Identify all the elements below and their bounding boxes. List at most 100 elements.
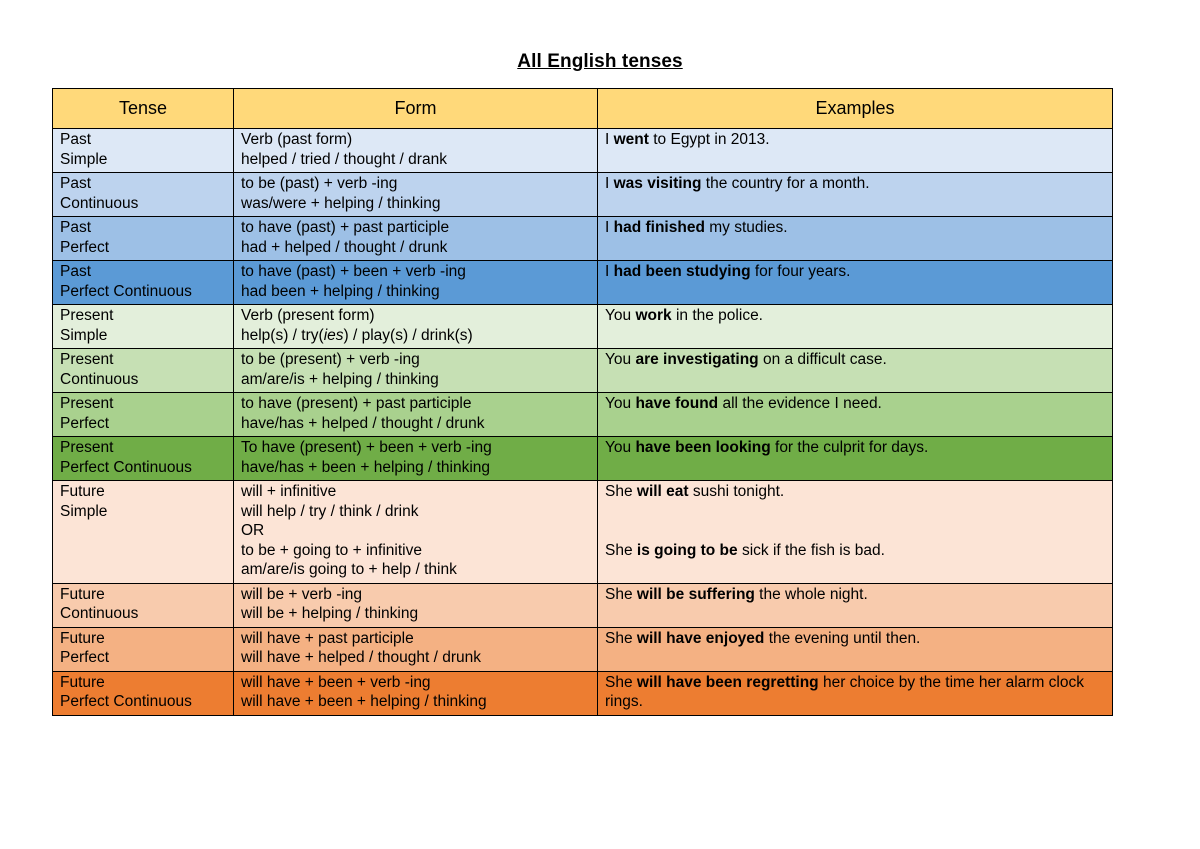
example-sentence: She will be suffering the whole night. bbox=[605, 585, 868, 603]
example-sentence: You are investigating on a difficult cas… bbox=[605, 351, 887, 368]
table-row: Future Continuous will be + verb -ing will … bbox=[52, 582, 1113, 628]
table-row: Present Perfect Continuous To have (presen… bbox=[52, 436, 1113, 481]
example-sentence: She will eat sushi tonight. bbox=[605, 483, 785, 500]
table-body: Past Simple Verb (past form) helped / tried… bbox=[52, 128, 1113, 716]
table-row: Future Perfect will have + past participle… bbox=[52, 626, 1113, 672]
tense-name: Future bbox=[60, 629, 105, 647]
table-header-row: Tense Form Examples bbox=[52, 88, 1113, 129]
table-row: Present Simple Verb (present form) help(s) … bbox=[52, 304, 1113, 349]
tense-name: Future bbox=[60, 673, 105, 691]
form-cell: will have + past participle will have + h… bbox=[233, 626, 598, 672]
tense-name: Perfect bbox=[60, 238, 110, 256]
form-line: Verb (present form) bbox=[241, 307, 375, 324]
table-row: Past Perfect to have (past) + past partici… bbox=[52, 216, 1113, 261]
tense-cell: Future Continuous bbox=[52, 582, 234, 628]
form-line: will + infinitive bbox=[241, 483, 337, 500]
tense-name: Continuous bbox=[60, 194, 139, 212]
example-sentence: You have found all the evidence I need. bbox=[605, 395, 882, 412]
example-cell: I was visiting the country for a month. bbox=[597, 172, 1113, 217]
form-cell: will + infinitive will help / try / think… bbox=[233, 480, 598, 584]
form-line: will have + helped / thought / drunk bbox=[241, 649, 481, 666]
table-row: Future Simple will + infinitive will help /… bbox=[52, 480, 1113, 584]
form-line: help(s) / try(ies) / play(s) / drink(s) bbox=[241, 326, 473, 344]
form-line: helped / tried / thought / drank bbox=[241, 150, 447, 168]
tense-name: Perfect Continuous bbox=[60, 458, 192, 476]
tense-name: Simple bbox=[60, 502, 108, 520]
example-sentence: You have been looking for the culprit fo… bbox=[605, 439, 929, 456]
example-sentence: I went to Egypt in 2013. bbox=[605, 131, 770, 148]
header-form: Form bbox=[233, 88, 598, 129]
example-cell: I had been studying for four years. bbox=[597, 260, 1113, 305]
example-sentence: She is going to be sick if the fish is b… bbox=[605, 541, 885, 559]
form-line: will have + past participle bbox=[241, 629, 414, 647]
table-row: Future Perfect Continuous will have + been… bbox=[52, 670, 1113, 716]
tense-name: Present bbox=[60, 307, 114, 324]
tense-name: Past bbox=[60, 263, 92, 280]
form-cell: will have + been + verb -ing will have + … bbox=[233, 670, 598, 716]
example-cell: She will have enjoyed the evening until … bbox=[597, 626, 1113, 672]
form-cell: To have (present) + been + verb -ing have… bbox=[233, 436, 598, 481]
form-line: to be (present) + verb -ing bbox=[241, 351, 420, 368]
form-line: will have + been + helping / thinking bbox=[241, 693, 487, 710]
tense-cell: Present Perfect Continuous bbox=[52, 436, 234, 481]
form-line: will be + verb -ing bbox=[241, 585, 363, 603]
tense-name: Continuous bbox=[60, 605, 139, 622]
example-sentence: She will have been regretting her choice… bbox=[605, 673, 1084, 711]
example-cell: You are investigating on a difficult cas… bbox=[597, 348, 1113, 393]
form-line: OR bbox=[241, 522, 265, 539]
tense-name: Perfect bbox=[60, 649, 110, 666]
example-cell: I went to Egypt in 2013. bbox=[597, 128, 1113, 173]
form-cell: Verb (past form) helped / tried / thought… bbox=[233, 128, 598, 173]
example-sentence: You work in the police. bbox=[605, 307, 763, 324]
tense-cell: Future Perfect Continuous bbox=[52, 670, 234, 716]
form-line: to have (present) + past participle bbox=[241, 395, 472, 412]
form-line: to have (past) + past participle bbox=[241, 219, 450, 236]
tense-name: Past bbox=[60, 175, 92, 192]
form-line: Verb (past form) bbox=[241, 131, 353, 148]
header-tense: Tense bbox=[52, 88, 234, 129]
example-cell: She will have been regretting her choice… bbox=[597, 670, 1113, 716]
tense-cell: Present Continuous bbox=[52, 348, 234, 393]
form-line: am/are/is + helping / thinking bbox=[241, 370, 439, 388]
example-sentence: I had been studying for four years. bbox=[605, 263, 851, 280]
page-title: All English tenses bbox=[517, 51, 683, 72]
example-sentence: She will have enjoyed the evening until … bbox=[605, 629, 921, 647]
tense-name: Perfect Continuous bbox=[60, 282, 192, 300]
tense-name: Simple bbox=[60, 326, 108, 344]
form-cell: Verb (present form) help(s) / try(ies) / … bbox=[233, 304, 598, 349]
form-line: have/has + been + helping / thinking bbox=[241, 458, 491, 476]
tense-name: Present bbox=[60, 351, 114, 368]
tense-name: Perfect bbox=[60, 414, 110, 432]
form-cell: to have (past) + past participle had + he… bbox=[233, 216, 598, 261]
form-line: have/has + helped / thought / drunk bbox=[241, 414, 485, 432]
tense-cell: Past Perfect bbox=[52, 216, 234, 261]
tense-cell: Past Continuous bbox=[52, 172, 234, 217]
table-row: Present Continuous to be (present) + verb … bbox=[52, 348, 1113, 393]
form-line: To have (present) + been + verb -ing bbox=[241, 439, 492, 456]
example-cell: She will eat sushi tonight. She is going … bbox=[597, 480, 1113, 584]
header-examples: Examples bbox=[597, 88, 1113, 129]
table-row: Past Simple Verb (past form) helped / tried… bbox=[52, 128, 1113, 173]
tense-name: Perfect Continuous bbox=[60, 693, 192, 710]
example-cell: She will be suffering the whole night. bbox=[597, 582, 1113, 628]
form-cell: to have (past) + been + verb -ing had bee… bbox=[233, 260, 598, 305]
form-cell: will be + verb -ing will be + helping / t… bbox=[233, 582, 598, 628]
tense-cell: Past Simple bbox=[52, 128, 234, 173]
form-line: to be + going to + infinitive bbox=[241, 541, 422, 559]
form-line: had been + helping / thinking bbox=[241, 282, 440, 300]
example-cell: You have found all the evidence I need. bbox=[597, 392, 1113, 437]
tenses-table: Tense Form Examples Past Simple Verb (past… bbox=[52, 88, 1113, 716]
table-row: Past Continuous to be (past) + verb -ing wa… bbox=[52, 172, 1113, 217]
form-line: am/are/is going to + help / think bbox=[241, 561, 457, 578]
form-line: to have (past) + been + verb -ing bbox=[241, 263, 466, 280]
tense-cell: Future Simple bbox=[52, 480, 234, 584]
form-line: will help / try / think / drink bbox=[241, 502, 419, 520]
tense-cell: Present Perfect bbox=[52, 392, 234, 437]
form-line: had + helped / thought / drunk bbox=[241, 238, 448, 256]
example-cell: I had finished my studies. bbox=[597, 216, 1113, 261]
form-line: will have + been + verb -ing bbox=[241, 673, 431, 691]
example-cell: You work in the police. bbox=[597, 304, 1113, 349]
tense-name: Present bbox=[60, 439, 114, 456]
form-cell: to have (present) + past participle have/… bbox=[233, 392, 598, 437]
table-row: Present Perfect to have (present) + past p… bbox=[52, 392, 1113, 437]
